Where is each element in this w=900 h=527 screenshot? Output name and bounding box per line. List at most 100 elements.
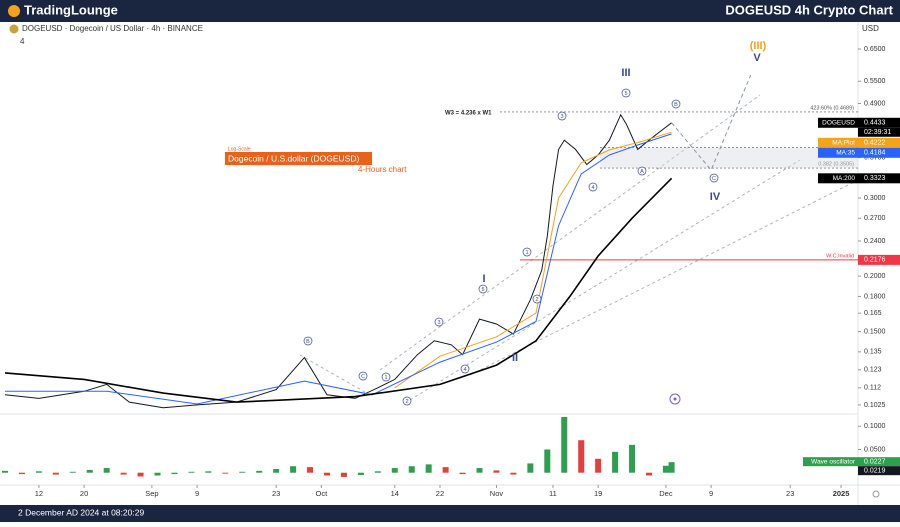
osc-badge-value: 0.0227 <box>864 459 886 466</box>
timeframe: 4-Hours chart <box>358 165 407 174</box>
x-tick-label: 11 <box>549 489 557 498</box>
y-tick-label: 0.123 <box>864 367 882 374</box>
y-tick-label: 0.4900 <box>864 100 886 107</box>
ratio-note: W3 = 4.236 x W1 <box>445 111 492 117</box>
osc-bar <box>103 468 110 473</box>
sub-wave-label: 4 <box>591 185 594 191</box>
price-line <box>4 113 672 409</box>
series-badge-label-bg <box>818 117 858 128</box>
osc-bar <box>307 467 314 473</box>
osc-y-tick-label: 0.0500 <box>864 446 886 453</box>
sub-wave-ring <box>303 336 313 346</box>
osc-bar <box>510 472 517 475</box>
sub-wave-ring <box>522 247 532 257</box>
osc-bar <box>476 468 483 473</box>
sub-wave-label: B <box>306 339 310 345</box>
sub-wave-ring <box>358 371 368 381</box>
symbol-line: DOGEUSD · Dogecoin / US Dollar · 4h · BI… <box>22 24 203 33</box>
osc-bar <box>561 417 568 473</box>
osc-bar <box>645 472 652 476</box>
osc-bar <box>668 462 675 473</box>
osc-name: Wave oscillator <box>811 458 856 465</box>
price-line <box>4 177 673 403</box>
sub-wave-ring <box>478 284 488 294</box>
symbol-icon <box>9 24 19 34</box>
osc-bar <box>408 466 415 473</box>
level-label: 0.382 (0.3505) <box>818 161 854 167</box>
sub-wave-ring <box>381 372 391 382</box>
y-tick-label: 0.2700 <box>864 215 886 222</box>
x-tick-label: 19 <box>594 489 602 498</box>
y-tick-label: 0.2400 <box>864 238 886 245</box>
target-icon-dot <box>673 397 677 401</box>
target-icon <box>669 393 681 405</box>
osc-bar <box>442 467 449 473</box>
sub-wave-ring <box>460 364 470 374</box>
osc-bar <box>323 472 330 476</box>
osc-bar <box>595 458 602 473</box>
osc-badge <box>858 457 900 467</box>
x-tick-label: 23 <box>786 489 794 498</box>
x-tick-label: 9 <box>709 489 713 498</box>
osc-bar <box>340 472 347 477</box>
sub-wave-label: 1 <box>384 375 387 381</box>
series-badge-label-bg <box>818 173 858 184</box>
x-tick-label: Sep <box>145 489 158 498</box>
timestamp: 2 December AD 2024 at 08:20:29 <box>18 507 144 517</box>
osc-name-bg <box>803 457 858 467</box>
scale-note: Log-Scale <box>228 146 251 152</box>
y-tick-label: 0.3700 <box>864 154 886 161</box>
osc-bar <box>52 472 59 475</box>
osc-bar <box>205 471 212 473</box>
series-badge-value: 0.3323 <box>864 175 886 182</box>
x-tick-label: 22 <box>436 489 444 498</box>
sub-wave-ring <box>434 317 444 327</box>
sub-wave-ring <box>557 111 567 121</box>
logo-icon <box>8 5 20 17</box>
sub-wave-label: 5 <box>481 287 484 293</box>
x-tick-label: 20 <box>80 489 88 498</box>
level-badge-value: 0.2176 <box>864 257 886 264</box>
series-badge-value: 0.4433 <box>864 120 886 127</box>
header-title: DOGEUSD 4h Crypto Chart <box>725 2 893 17</box>
x-tick-label: 12 <box>35 489 43 498</box>
fib-zone <box>600 147 858 169</box>
y-tick-label: 0.3000 <box>864 195 886 202</box>
sub-wave-label: B <box>674 102 678 108</box>
wave-label: (III) <box>750 40 767 52</box>
osc-y-tick-label: 0.1000 <box>864 423 886 430</box>
series-badge-label: DOGEUSD <box>822 119 855 126</box>
osc-bar <box>493 470 500 473</box>
osc-bar <box>629 444 636 473</box>
x-tick-label: 9 <box>195 489 199 498</box>
osc-bar <box>2 470 8 473</box>
footer-bar <box>0 505 900 522</box>
osc-bar <box>69 471 76 473</box>
level-label: 423.60% (0.4689) <box>810 105 854 111</box>
sub-wave-label: 5 <box>624 91 627 97</box>
x-tick-label: Dec <box>659 489 673 498</box>
osc-bar <box>374 471 381 473</box>
x-tick-label: Nov <box>490 489 504 498</box>
x-tick-label: Oct <box>316 489 329 498</box>
y-tick-label: 0.1500 <box>864 328 886 335</box>
osc-bar <box>188 471 195 473</box>
y-tick-label: 0.5500 <box>864 78 886 85</box>
indicator-count: 4 <box>20 37 25 46</box>
osc-bar <box>154 472 161 476</box>
price-line <box>394 131 672 389</box>
x-tick-label: 2025 <box>833 489 850 498</box>
tv-logo-bg <box>4 469 28 481</box>
subtitle-bg <box>225 152 372 165</box>
wave-label: IV <box>710 191 721 203</box>
wave-label: III <box>621 67 630 79</box>
osc-bar <box>222 472 229 474</box>
countdown: 02:39:31 <box>864 129 891 136</box>
signal-badge-value: 0.0219 <box>864 468 886 475</box>
wave-label: I <box>482 273 485 285</box>
level-badge <box>858 254 900 265</box>
osc-bar <box>273 469 280 473</box>
y-tick-label: 0.165 <box>864 310 882 317</box>
sub-wave-ring <box>671 99 681 109</box>
